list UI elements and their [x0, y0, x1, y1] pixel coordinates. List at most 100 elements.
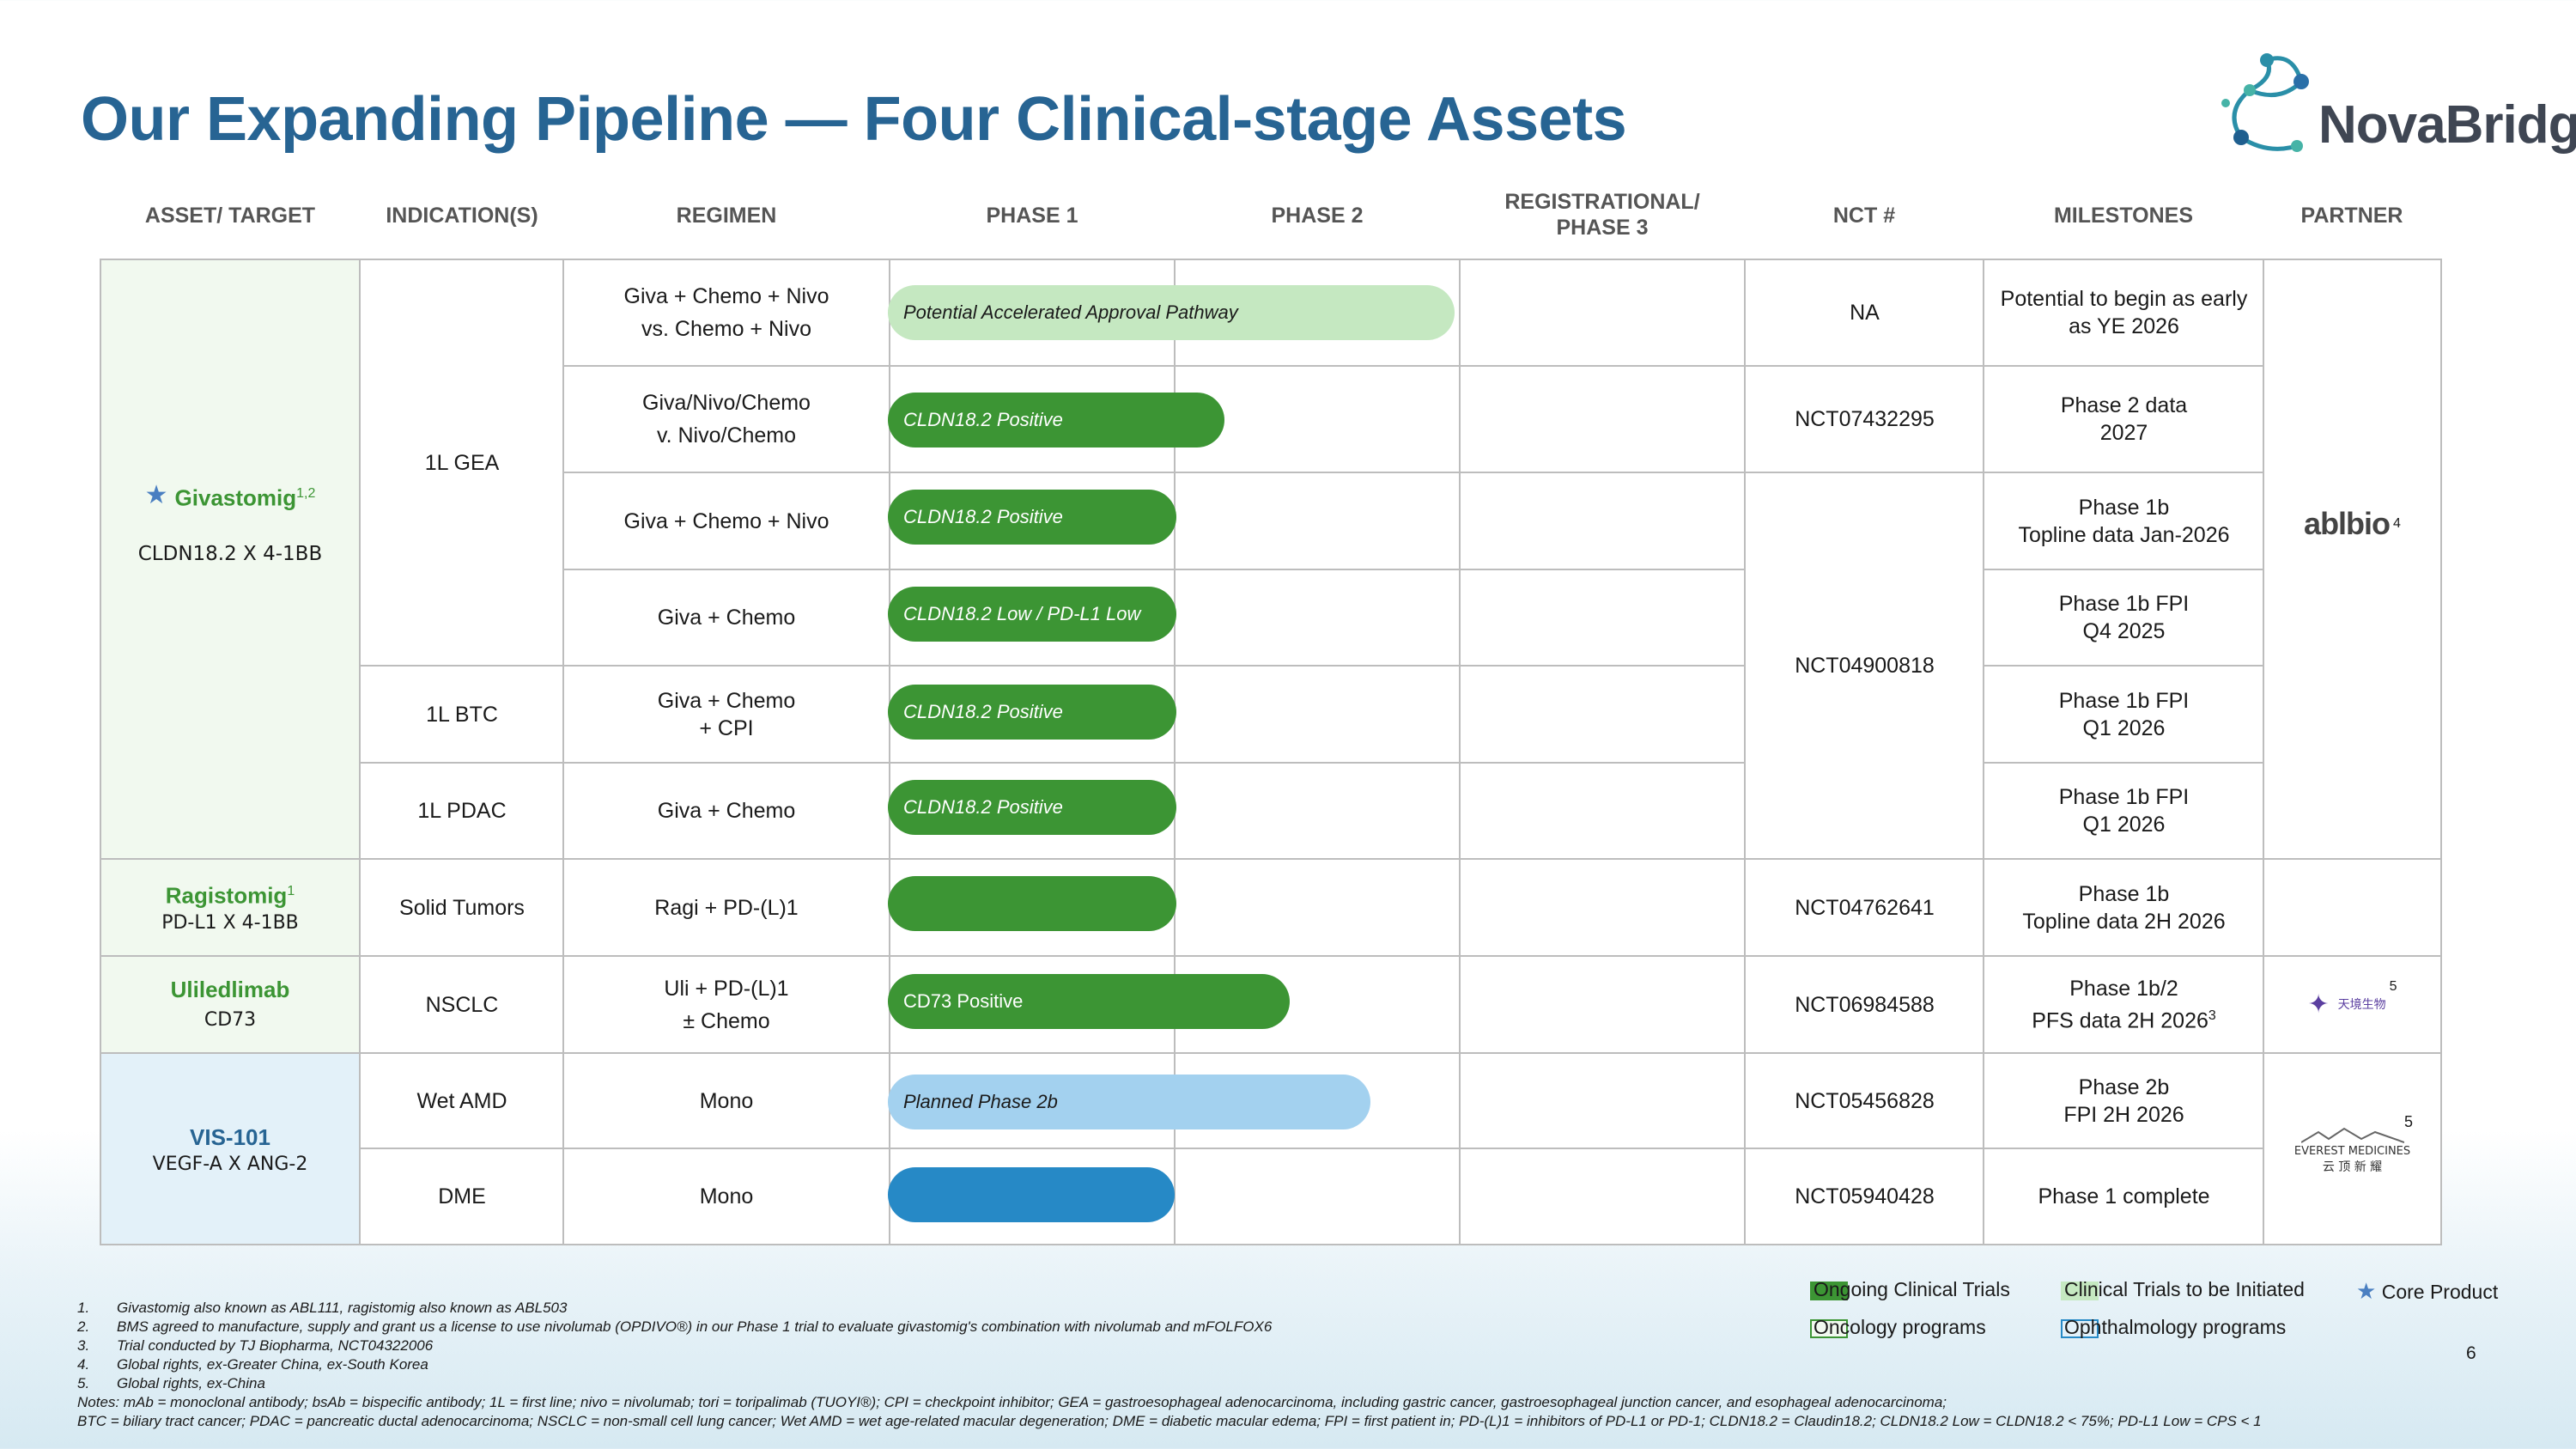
header-indication: INDICATION(S) — [386, 204, 538, 228]
partner-everest: EVEREST MEDICINES 云 顶 新 耀 — [2264, 1108, 2440, 1194]
phase-bar-row-1: Potential Accelerated Approval Pathway — [888, 285, 1455, 340]
milestone-line: as YE 2026 — [2069, 314, 2179, 338]
ablbio-logo: ablbio — [2304, 506, 2391, 541]
asset-name-text: Ragistomig — [165, 882, 288, 909]
regimen-row-5: Giva + Chemo + CPI — [564, 666, 889, 763]
header-partner: PARTNER — [2300, 204, 2403, 228]
asset-name-vis101: VIS-101 — [190, 1124, 270, 1150]
regimen-line: Giva + Chemo + Nivo — [623, 284, 829, 308]
nct-row-7: NCT04762641 — [1795, 895, 1935, 920]
partner-tj-biopharma: ✦ 天境生物 5 — [2264, 971, 2440, 1039]
tj-biopharma-logo: 天境生物 — [2337, 998, 2386, 1012]
milestone-row-10: Phase 1 complete — [2038, 1184, 2210, 1209]
asset-target-givastomig: CLDN18.2 X 4-1BB — [137, 543, 323, 566]
milestone-row-2: Phase 2 data 2027 — [1984, 366, 2263, 472]
milestone-line: Phase 1b FPI — [2058, 785, 2190, 809]
phase-bar-row-5: CLDN18.2 Positive — [888, 685, 1176, 740]
phase-bar-row-7 — [888, 876, 1176, 931]
milestone-line: 2027 — [2099, 421, 2148, 445]
milestone-line: Phase 1b — [2078, 495, 2170, 520]
milestone-row-3: Phase 1b Topline data Jan-2026 — [1984, 472, 2263, 569]
indication-nsclc: NSCLC — [425, 992, 499, 1017]
everest-mountain-icon — [2300, 1127, 2404, 1143]
asset-name-ragistomig: Ragistomig1 — [166, 878, 295, 910]
legend-label: Ophthalmology programs — [2064, 1316, 2287, 1338]
footnote-text: Trial conducted by TJ Biopharma, NCT0432… — [117, 1337, 434, 1354]
regimen-row-4: Giva + Chemo — [657, 606, 796, 630]
milestone-line: FPI 2H 2026 — [2063, 1102, 2184, 1127]
asset-name-givastomig: Givastomig1,2 — [175, 478, 316, 514]
footnote-1: 1. Givastomig also known as ABL111, ragis… — [77, 1299, 2262, 1318]
novabridge-molecule-icon — [2221, 53, 2309, 152]
header-phase3-line1: REGISTRATIONAL/ — [1504, 190, 1700, 214]
legend-ophthalmology: Ophthalmology programs — [2061, 1316, 2286, 1339]
asset-target-ragistomig: PD-L1 X 4-1BB — [161, 911, 299, 934]
milestone-line: Phase 1b — [2078, 881, 2170, 906]
legend-label: Oncology programs — [1814, 1316, 1986, 1338]
nct-giva-shared: NCT04900818 — [1795, 654, 1935, 678]
phase-bar-row-10 — [888, 1167, 1175, 1222]
phase-bar-row-3: CLDN18.2 Positive — [888, 490, 1176, 545]
header-regimen: REGIMEN — [676, 204, 777, 228]
legend-oncology: Oncology programs — [1810, 1316, 1986, 1339]
footnotes: 1. Givastomig also known as ABL111, ragis… — [77, 1299, 2262, 1431]
core-product-star-icon: ★ — [144, 481, 168, 509]
milestone-line: Potential to begin as early — [2000, 287, 2248, 311]
legend-label: Core Product — [2381, 1281, 2499, 1303]
everest-logo-en: EVEREST MEDICINES — [2293, 1145, 2411, 1158]
nct-row-9: NCT05456828 — [1795, 1088, 1935, 1113]
logo-wordmark: NovaBridge — [2318, 95, 2576, 155]
asset-footnote-ref: 1,2 — [296, 485, 316, 501]
regimen-line: Uli + PD-(L)1 — [664, 976, 789, 1001]
nct-row-8: NCT06984588 — [1795, 992, 1935, 1017]
partner-footnote-ref: 4 — [2393, 516, 2401, 531]
milestone-line: Q1 2026 — [2082, 813, 2166, 837]
tj-biopharma-mark-icon: ✦ — [2307, 990, 2330, 1019]
regimen-row-8: Uli + PD-(L)1 ± Chemo — [564, 956, 889, 1053]
milestone-line: Phase 2b — [2078, 1075, 2170, 1099]
legend-ongoing: Ongoing Clinical Trials — [1810, 1278, 2010, 1301]
asset-name-text: Givastomig — [174, 484, 297, 511]
phase-bar-row-4: CLDN18.2 Low / PD-L1 Low — [888, 587, 1176, 642]
footnote-2: 2. BMS agreed to manufacture, supply and … — [77, 1318, 2262, 1336]
asset-target-uliledlimab: CD73 — [204, 1008, 257, 1031]
milestone-row-6: Phase 1b FPI Q1 2026 — [1984, 763, 2263, 859]
indication-btc: 1L BTC — [426, 702, 498, 727]
regimen-row-1: Giva + Chemo + Nivo vs. Chemo + Nivo — [564, 259, 889, 366]
regimen-line: Giva + Chemo — [657, 688, 796, 713]
page-number: 6 — [2466, 1343, 2476, 1363]
footnote-5: 5. Global rights, ex-China — [77, 1374, 2262, 1393]
partner-ablbio: ablbio 4 — [2264, 481, 2440, 567]
legend-swatch-dark-green — [1810, 1281, 1848, 1300]
regimen-row-7: Ragi + PD-(L)1 — [654, 895, 799, 920]
footnote-3: 3. Trial conducted by TJ Biopharma, NCT04… — [77, 1336, 2262, 1355]
milestone-line: Phase 1b/2 — [2069, 976, 2178, 1001]
footnote-text: Global rights, ex-Greater China, ex-Sout… — [117, 1356, 428, 1373]
nct-row-2: NCT07432295 — [1795, 407, 1935, 431]
header-phase2: PHASE 2 — [1271, 204, 1364, 228]
legend-core-product: ★ Core Product — [2356, 1278, 2498, 1305]
phase-bar-row-2: CLDN18.2 Positive — [888, 393, 1224, 447]
milestone-line: Phase 2 data — [2060, 393, 2188, 417]
footnote-number: 2. — [77, 1318, 90, 1335]
regimen-line: ± Chemo — [683, 1008, 770, 1033]
asset-target-vis101: VEGF-A X ANG-2 — [152, 1154, 308, 1175]
header-milestones: MILESTONES — [2053, 204, 2194, 228]
milestone-row-4: Phase 1b FPI Q4 2025 — [1984, 569, 2263, 666]
milestone-line: Q1 2026 — [2082, 715, 2166, 740]
core-product-star-icon: ★ — [2356, 1278, 2377, 1304]
header-phase3-line2: PHASE 3 — [1556, 216, 1649, 240]
header-phase3: REGISTRATIONAL/ PHASE 3 — [1460, 189, 1745, 240]
milestone-row-8: Phase 1b/2 PFS data 2H 20263 — [1984, 956, 2263, 1053]
regimen-line: + CPI — [699, 715, 754, 740]
milestone-text: PFS data 2H 2026 — [2032, 1008, 2208, 1033]
everest-logo-cn: 云 顶 新 耀 — [2322, 1160, 2383, 1174]
footnote-number: 1. — [77, 1300, 90, 1316]
legend-label: Clinical Trials to be Initiated — [2064, 1278, 2305, 1300]
indication-gea: 1L GEA — [424, 450, 500, 475]
legend-swatch-oncology — [1810, 1318, 1848, 1338]
nct-row-1: NA — [1850, 301, 1880, 325]
footnote-text: Global rights, ex-China — [117, 1375, 265, 1391]
header-asset: ASSET/ TARGET — [144, 204, 316, 228]
footnote-text: Givastomig also known as ABL111, ragisto… — [117, 1300, 568, 1316]
